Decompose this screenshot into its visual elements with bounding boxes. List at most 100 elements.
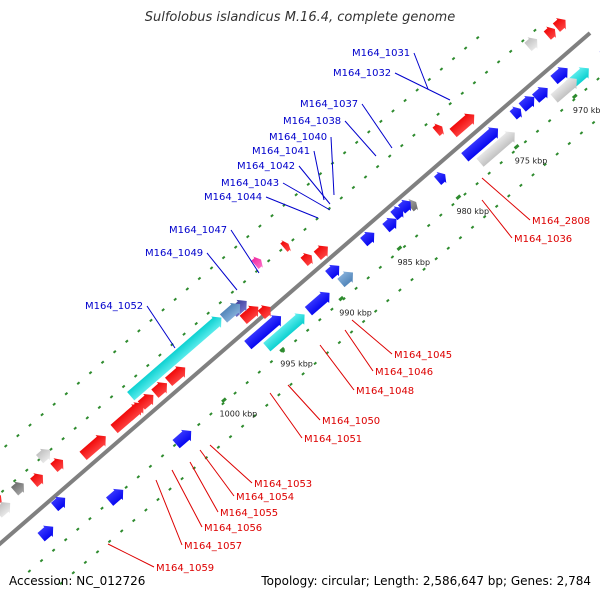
gene-arrow[interactable] bbox=[531, 82, 553, 104]
label-leader-line bbox=[344, 120, 377, 157]
major-tick bbox=[279, 346, 286, 353]
gene-arrow[interactable] bbox=[549, 73, 581, 104]
gene-arrow[interactable] bbox=[150, 378, 172, 400]
tick-mark bbox=[391, 109, 395, 113]
tick-mark bbox=[137, 329, 141, 333]
gene-label[interactable]: M164_1040 bbox=[269, 132, 327, 143]
gene-label[interactable]: M164_1031 bbox=[352, 48, 410, 59]
tick-mark bbox=[233, 245, 238, 249]
gene-arrow[interactable] bbox=[250, 254, 266, 271]
tick-mark bbox=[218, 300, 223, 305]
gene-arrow[interactable] bbox=[0, 497, 15, 519]
tick-mark bbox=[305, 328, 310, 333]
gene-arrow[interactable] bbox=[36, 521, 58, 543]
tick-mark bbox=[523, 140, 528, 144]
gene-arrow[interactable] bbox=[219, 298, 245, 324]
gene-arrow[interactable] bbox=[551, 14, 570, 33]
label-leader-line bbox=[282, 182, 331, 211]
gene-label[interactable]: M164_1038 bbox=[283, 116, 341, 127]
gene-arrow[interactable] bbox=[549, 63, 572, 86]
gene-label[interactable]: M164_1052 bbox=[85, 301, 143, 312]
gene-arrow[interactable] bbox=[460, 123, 503, 163]
gene-label[interactable]: M164_1045 bbox=[394, 350, 452, 361]
gene-arrow[interactable] bbox=[78, 431, 110, 462]
gene-arrow[interactable] bbox=[256, 301, 275, 320]
gene-label[interactable]: M164_1053 bbox=[254, 479, 312, 490]
label-leader-line bbox=[107, 543, 155, 568]
gene-arrow[interactable] bbox=[299, 250, 316, 268]
gene-arrow[interactable] bbox=[243, 311, 286, 351]
gene-label[interactable]: M164_1047 bbox=[169, 225, 227, 236]
gene-label[interactable]: M164_1059 bbox=[156, 563, 214, 574]
gene-arrow[interactable] bbox=[105, 484, 128, 507]
tick-mark bbox=[422, 267, 426, 271]
tick-mark bbox=[426, 223, 431, 228]
gene-arrow[interactable] bbox=[336, 267, 358, 289]
tick-mark bbox=[484, 70, 489, 75]
gene-label[interactable]: M164_1037 bbox=[300, 99, 358, 110]
gene-arrow[interactable] bbox=[35, 444, 55, 465]
gene-label[interactable]: M164_1041 bbox=[252, 146, 310, 157]
gene-label[interactable]: M164_1036 bbox=[514, 234, 572, 245]
gene-arrow[interactable] bbox=[238, 301, 263, 325]
tick-mark bbox=[458, 236, 463, 240]
gene-arrow[interactable] bbox=[10, 478, 29, 497]
gene-label[interactable]: M164_1054 bbox=[236, 492, 294, 503]
gene-arrow[interactable] bbox=[397, 196, 416, 215]
tick-mark bbox=[366, 276, 370, 280]
gene-label[interactable]: M164_1032 bbox=[333, 68, 391, 79]
gene-label[interactable]: M164_1046 bbox=[375, 367, 433, 378]
gene-arrow[interactable] bbox=[171, 425, 196, 449]
gene-arrow[interactable] bbox=[381, 213, 401, 234]
tick-mark bbox=[95, 550, 100, 554]
gene-label[interactable]: M164_1043 bbox=[221, 178, 279, 189]
gene-arrow[interactable] bbox=[517, 91, 539, 113]
tick-mark bbox=[373, 309, 378, 313]
label-leader-line bbox=[146, 305, 176, 349]
gene-arrow[interactable] bbox=[431, 121, 447, 138]
gene-arrow[interactable] bbox=[109, 400, 146, 435]
gene-arrow[interactable] bbox=[126, 312, 227, 402]
genome-backbone[interactable] bbox=[0, 31, 592, 548]
gene-arrow[interactable] bbox=[542, 23, 559, 41]
gene-label[interactable]: M164_1056 bbox=[204, 523, 262, 534]
gene-label[interactable]: M164_1057 bbox=[184, 541, 242, 552]
gene-label[interactable]: M164_1051 bbox=[304, 434, 362, 445]
gene-arrow[interactable] bbox=[433, 169, 450, 187]
gene-arrow[interactable] bbox=[279, 238, 293, 253]
gene-label[interactable]: M164_1042 bbox=[237, 161, 295, 172]
gene-label[interactable]: M164_1050 bbox=[322, 416, 380, 427]
tick-mark bbox=[543, 162, 547, 167]
gene-arrow[interactable] bbox=[523, 33, 542, 52]
gene-label[interactable]: M164_1044 bbox=[204, 192, 262, 203]
gene-arrow[interactable] bbox=[29, 469, 48, 488]
tick-mark bbox=[88, 370, 93, 375]
gene-label[interactable]: M164_2808 bbox=[532, 216, 590, 227]
gene-arrow[interactable] bbox=[324, 260, 344, 281]
gene-arrow[interactable] bbox=[475, 127, 520, 168]
tick-mark bbox=[40, 412, 44, 417]
major-tick bbox=[396, 245, 403, 251]
tick-mark bbox=[209, 412, 213, 416]
tick-label: 1000 kbp bbox=[220, 410, 258, 419]
gene-arrow[interactable] bbox=[262, 309, 310, 353]
tick-label: 995 kbp bbox=[280, 359, 313, 368]
gene-arrow[interactable] bbox=[303, 287, 334, 317]
gene-arrow[interactable] bbox=[448, 109, 479, 139]
tick-mark bbox=[233, 391, 237, 395]
label-leader-line bbox=[330, 136, 335, 196]
gene-arrow[interactable] bbox=[49, 454, 68, 473]
tick-mark bbox=[330, 307, 334, 312]
gene-label[interactable]: M164_1049 bbox=[145, 248, 203, 259]
gene-arrow[interactable] bbox=[508, 103, 525, 121]
label-leader-line bbox=[344, 329, 374, 372]
gene-arrow[interactable] bbox=[389, 202, 408, 221]
tick-mark bbox=[446, 246, 451, 250]
gene-arrow[interactable] bbox=[359, 227, 379, 248]
gene-arrow[interactable] bbox=[312, 241, 332, 262]
gene-arrow[interactable] bbox=[50, 492, 70, 513]
gene-label[interactable]: M164_1055 bbox=[220, 508, 278, 519]
gene-arrow[interactable] bbox=[164, 362, 190, 388]
gene-label[interactable]: M164_1048 bbox=[356, 386, 414, 397]
